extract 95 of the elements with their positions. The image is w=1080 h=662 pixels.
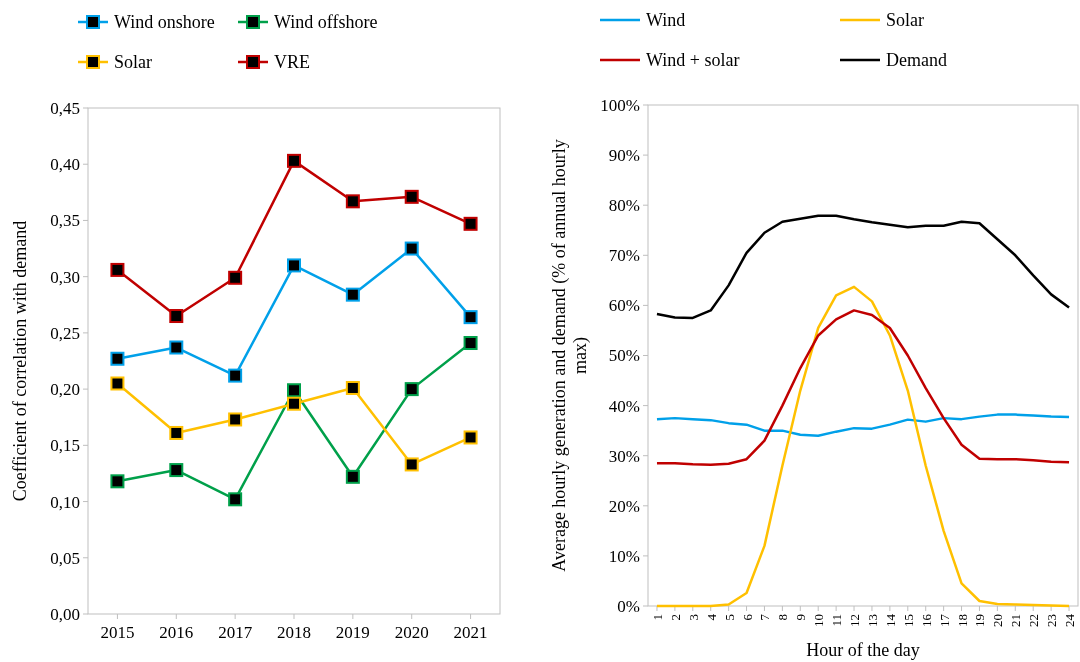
y-tick-label: 90% bbox=[608, 146, 640, 166]
point bbox=[169, 425, 184, 440]
point bbox=[228, 492, 243, 507]
x-tick-label: 2 bbox=[667, 614, 683, 621]
y-tick-label: 0,35 bbox=[50, 211, 80, 231]
point bbox=[404, 189, 419, 204]
point bbox=[110, 262, 125, 277]
y-tick-label: 60% bbox=[608, 296, 640, 316]
x-tick-label: 2021 bbox=[453, 623, 488, 642]
x-tick-label: 2019 bbox=[335, 623, 370, 642]
point bbox=[228, 412, 243, 427]
x-tick-label: 12 bbox=[847, 614, 863, 627]
x-tick-label: 1 bbox=[649, 614, 665, 621]
y-tick-label: 0,45 bbox=[50, 98, 80, 118]
x-axis-title: Hour of the day bbox=[806, 640, 920, 660]
x-tick-label: 9 bbox=[793, 614, 809, 621]
point bbox=[110, 474, 125, 489]
x-tick-label: 2017 bbox=[218, 623, 253, 642]
point bbox=[463, 310, 478, 325]
x-tick-label: 8 bbox=[775, 614, 791, 621]
point bbox=[287, 383, 301, 398]
point bbox=[110, 351, 125, 366]
x-tick-label: 17 bbox=[936, 613, 952, 627]
legend-label: Demand bbox=[886, 50, 947, 71]
point bbox=[345, 287, 360, 302]
x-tick-label: 2016 bbox=[159, 623, 194, 642]
point bbox=[228, 368, 243, 383]
point bbox=[110, 376, 125, 391]
y-tick-label: 30% bbox=[608, 446, 640, 466]
x-tick-label: 11 bbox=[829, 614, 845, 627]
x-tick-label: 6 bbox=[739, 613, 755, 621]
line-series bbox=[655, 214, 1071, 320]
y-tick-label: 0% bbox=[617, 596, 640, 616]
point bbox=[169, 309, 184, 324]
y-tick-label: 0,00 bbox=[50, 604, 80, 624]
legend-label: Solar bbox=[114, 52, 152, 73]
point bbox=[463, 336, 478, 351]
legend-label: Solar bbox=[886, 10, 924, 31]
y-tick-label: 0,25 bbox=[50, 323, 80, 343]
y-tick-label: 0,10 bbox=[50, 492, 80, 512]
x-tick-label: 18 bbox=[954, 614, 970, 627]
point bbox=[287, 153, 301, 168]
y-tick-label: 0,30 bbox=[50, 267, 80, 287]
line-series bbox=[655, 309, 1071, 466]
x-tick-label: 14 bbox=[882, 613, 898, 627]
point bbox=[404, 241, 419, 256]
y-tick-label: 0,05 bbox=[50, 548, 80, 568]
x-tick-label: 15 bbox=[900, 614, 916, 627]
point bbox=[228, 270, 243, 285]
x-tick-label: 21 bbox=[1008, 614, 1024, 627]
x-tick-label: 16 bbox=[918, 613, 934, 627]
point bbox=[345, 469, 360, 484]
legend-label: VRE bbox=[274, 52, 310, 73]
y-tick-label: 20% bbox=[608, 496, 640, 516]
x-tick-label: 23 bbox=[1044, 614, 1060, 627]
y-tick-label: 0,15 bbox=[50, 436, 80, 456]
point bbox=[345, 194, 360, 209]
y-tick-label: 80% bbox=[608, 196, 640, 216]
x-tick-label: 4 bbox=[703, 613, 719, 621]
point bbox=[169, 463, 184, 478]
y-tick-label: 70% bbox=[608, 246, 640, 266]
x-tick-label: 24 bbox=[1062, 613, 1078, 627]
x-tick-label: 13 bbox=[864, 614, 880, 627]
x-tick-label: 22 bbox=[1026, 614, 1042, 627]
point bbox=[287, 258, 301, 273]
point bbox=[463, 430, 478, 445]
x-tick-label: 2020 bbox=[394, 623, 429, 642]
point bbox=[404, 457, 419, 472]
y-tick-label: 10% bbox=[608, 546, 640, 566]
y-tick-label: 0,40 bbox=[50, 155, 80, 175]
x-tick-label: 5 bbox=[721, 614, 737, 621]
legend-label: Wind offshore bbox=[274, 12, 378, 33]
line-series bbox=[655, 413, 1071, 437]
point bbox=[287, 396, 301, 411]
x-tick-label: 7 bbox=[757, 613, 773, 621]
x-tick-label: 19 bbox=[972, 614, 988, 627]
y-axis-title: Coefficient of correlation with demand bbox=[10, 220, 30, 502]
y-tick-label: 0,20 bbox=[50, 380, 80, 400]
y-axis-title: Average hourly generation and demand (% of annual hourly max) bbox=[549, 139, 591, 572]
legend-label: Wind onshore bbox=[114, 12, 215, 33]
legend-label: Wind + solar bbox=[646, 50, 740, 71]
point bbox=[345, 380, 360, 395]
x-tick-label: 20 bbox=[990, 614, 1006, 627]
x-tick-label: 2018 bbox=[277, 623, 311, 642]
point bbox=[463, 216, 478, 231]
line-series bbox=[655, 285, 1071, 608]
x-tick-label: 2015 bbox=[100, 623, 135, 642]
y-tick-label: 100% bbox=[600, 95, 640, 115]
point bbox=[169, 340, 184, 355]
y-tick-label: 50% bbox=[608, 346, 640, 366]
x-tick-label: 10 bbox=[811, 614, 827, 627]
y-tick-label: 40% bbox=[608, 396, 640, 416]
x-tick-label: 3 bbox=[685, 614, 701, 621]
legend-label: Wind bbox=[646, 10, 686, 31]
point bbox=[404, 382, 419, 397]
